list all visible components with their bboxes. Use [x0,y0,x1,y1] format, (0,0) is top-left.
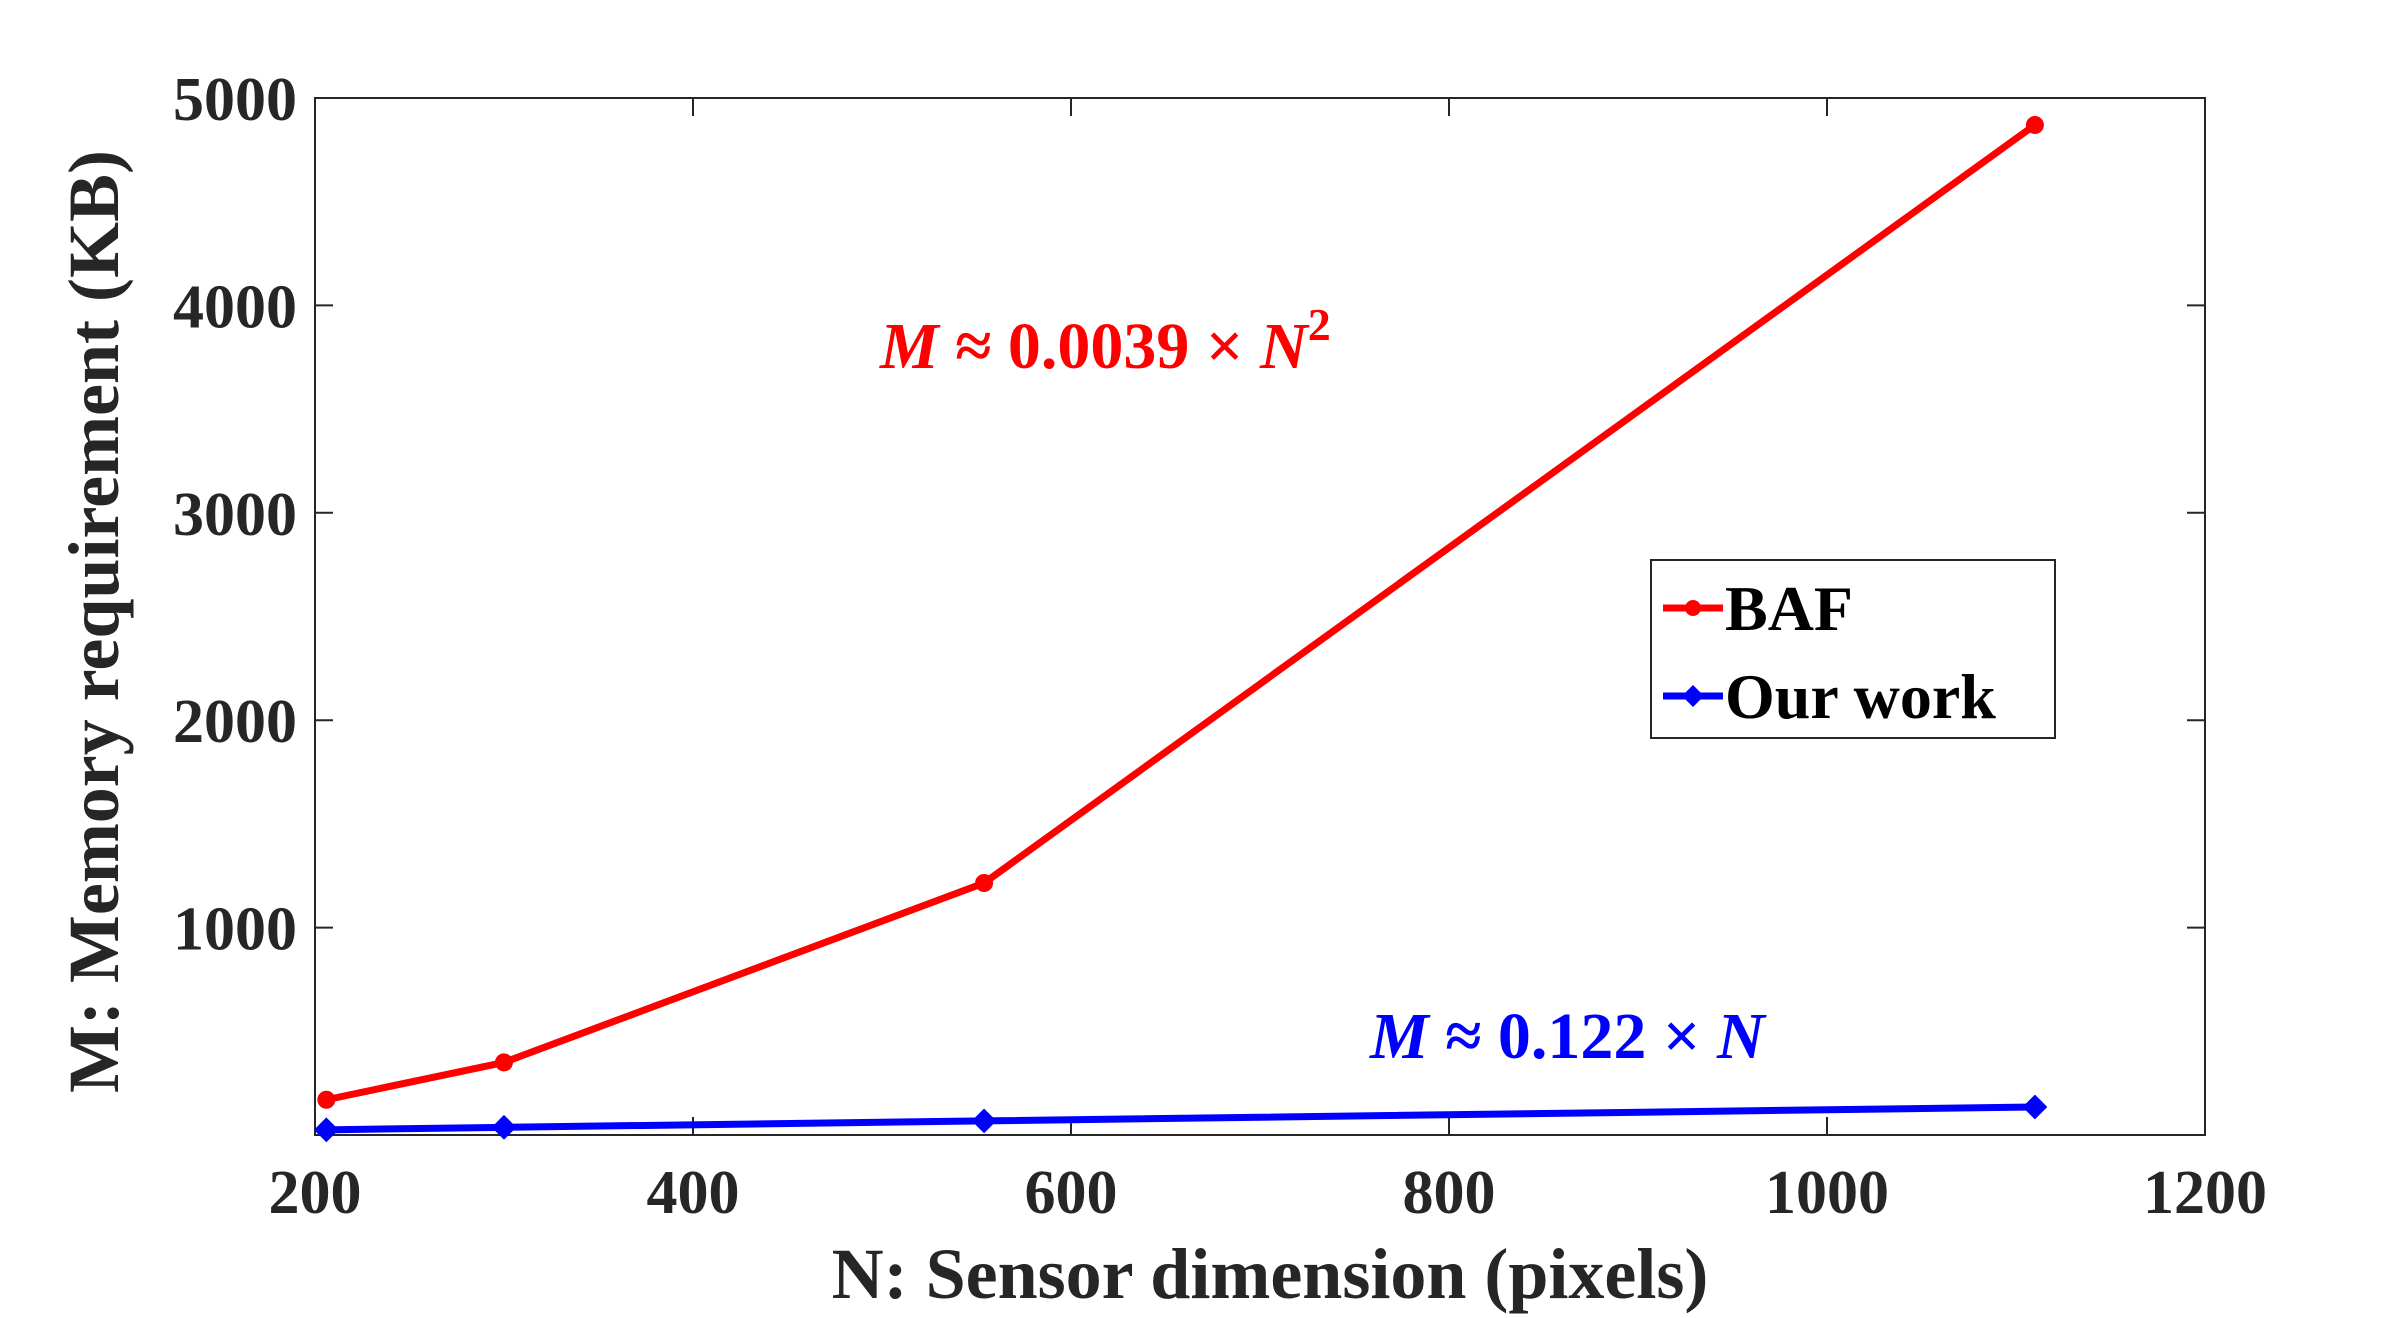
x-tick-label: 600 [1025,1159,1118,1227]
legend-label: Our work [1725,661,1996,732]
data-point [495,1053,513,1072]
y-tick-label: 5000 [173,66,297,134]
legend-swatch-marker [1682,685,1704,707]
x-axis-label: N: Sensor dimension (pixels) [832,1234,1709,1314]
equation-var: M [1369,1000,1431,1073]
space [1701,1000,1718,1073]
x-tick-label: 1200 [2143,1159,2267,1227]
series-line [322,121,2039,1104]
data-point [975,874,994,893]
y-axis-label: M: Memory requirement (KB) [54,150,134,1093]
x-tick-label: 200 [269,1159,362,1227]
x-tick-label: 1000 [1765,1159,1889,1227]
fit-equation: M ≈ 0.122 × N [1369,1000,1767,1073]
equation-approx: ≈ [1445,1000,1481,1073]
space [1429,1000,1446,1073]
series-our-work [313,1094,2048,1143]
data-point [971,1108,997,1134]
data-point [491,1114,517,1140]
equation-exponent: 2 [1308,299,1331,350]
space [1189,310,1206,383]
y-tick-label: 4000 [173,273,297,341]
legend-swatch-marker [1685,600,1701,616]
legend-box [1650,559,2056,739]
data-point [313,1117,339,1143]
equation-coef: 0.122 [1498,1000,1647,1073]
data-point [2022,1094,2048,1120]
equation-coef: 0.0039 [1008,310,1190,383]
legend-item-baf: BAF [1663,573,1853,644]
legend: BAF Our work [1650,559,2056,739]
space [1646,1000,1663,1073]
equation-approx: ≈ [955,310,991,383]
series-group [313,115,2048,1143]
annotations: M ≈ 0.0039 × N2M ≈ 0.122 × N [879,299,1767,1073]
space [939,310,956,383]
data-point [2025,115,2044,134]
equation-times: × [1663,1000,1701,1073]
legend-item-our-work: Our work [1663,661,1996,732]
data-point [317,1090,336,1109]
legend-label: BAF [1725,573,1853,644]
y-tick-label: 2000 [173,688,297,756]
space [1481,1000,1498,1073]
equation-times: × [1206,310,1244,383]
x-tick-label: 800 [1403,1159,1496,1227]
equation-var: M [879,310,941,383]
space [991,310,1008,383]
x-tick-label: 400 [647,1159,740,1227]
equation-n: N [1716,1000,1767,1073]
y-tick-label: 1000 [173,896,297,964]
series-line [322,1103,2039,1134]
space [1244,310,1261,383]
equation-n: N [1259,310,1310,383]
plot-frame [314,97,2206,1136]
series-baf [317,115,2044,1109]
axes: 200 400 600 800 1000 1200 1000 2000 3000 4000 5000… [54,66,2267,1314]
y-tick-label: 3000 [173,481,297,549]
fit-equation: M ≈ 0.0039 × N2 [879,299,1331,383]
